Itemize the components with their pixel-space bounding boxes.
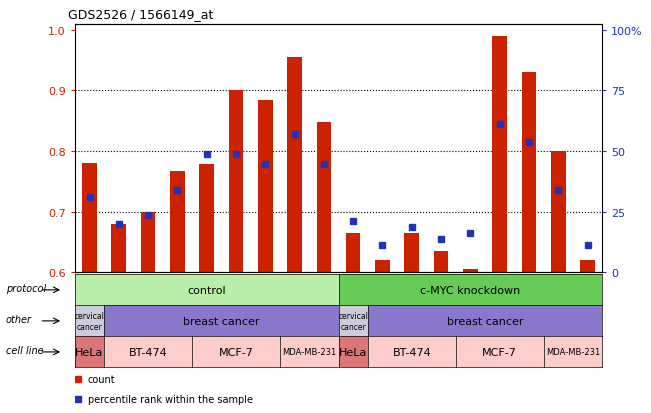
Text: control: control [187,285,226,295]
Bar [434,252,449,273]
Text: breast cancer: breast cancer [447,316,523,326]
Text: percentile rank within the sample: percentile rank within the sample [87,394,253,404]
Text: MCF-7: MCF-7 [219,347,253,357]
Text: cervical
cancer: cervical cancer [75,311,104,331]
Text: cell line: cell line [6,346,44,356]
Text: protocol: protocol [6,284,46,294]
Bar [375,261,390,273]
Text: BT-474: BT-474 [129,347,167,357]
Bar [316,123,331,273]
Text: MDA-MB-231: MDA-MB-231 [546,348,600,356]
Bar [111,224,126,273]
Bar [199,165,214,273]
Text: HeLa: HeLa [76,347,104,357]
Bar [229,91,243,273]
Bar [492,37,507,273]
Text: other: other [6,315,32,325]
Text: count: count [87,375,115,385]
Text: MCF-7: MCF-7 [482,347,517,357]
Text: c-MYC knockdown: c-MYC knockdown [421,285,520,295]
Bar [82,164,97,273]
Text: breast cancer: breast cancer [183,316,260,326]
Text: BT-474: BT-474 [393,347,431,357]
Bar [463,270,478,273]
Text: cervical
cancer: cervical cancer [339,311,368,331]
Bar [170,172,185,273]
Text: MDA-MB-231: MDA-MB-231 [282,348,337,356]
Text: HeLa: HeLa [339,347,367,357]
Text: GDS2526 / 1566149_at: GDS2526 / 1566149_at [68,8,214,21]
Bar [404,233,419,273]
Bar [346,233,361,273]
Bar [141,212,156,273]
Bar [521,73,536,273]
Bar [287,58,302,273]
Bar [551,152,566,273]
Bar [258,100,273,273]
Bar [580,261,595,273]
